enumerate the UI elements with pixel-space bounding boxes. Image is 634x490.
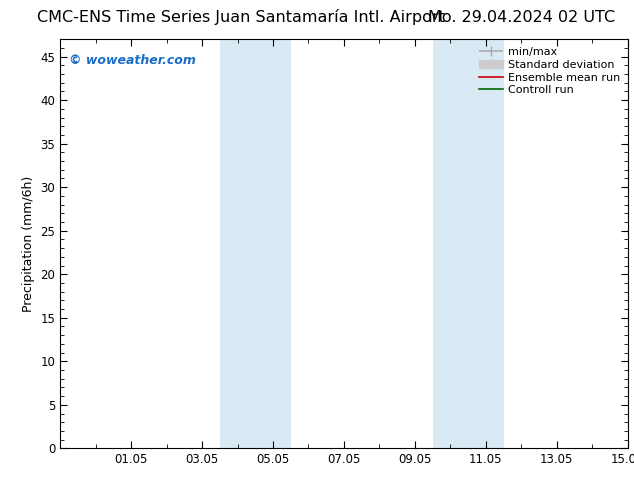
Legend: min/max, Standard deviation, Ensemble mean run, Controll run: min/max, Standard deviation, Ensemble me…	[477, 45, 622, 98]
Y-axis label: Precipitation (mm/6h): Precipitation (mm/6h)	[22, 175, 35, 312]
Text: © woweather.com: © woweather.com	[68, 53, 196, 67]
Bar	[220, 39, 291, 448]
Bar	[432, 39, 503, 448]
Text: CMC-ENS Time Series Juan Santamaría Intl. Airport: CMC-ENS Time Series Juan Santamaría Intl…	[37, 9, 445, 25]
Text: Mo. 29.04.2024 02 UTC: Mo. 29.04.2024 02 UTC	[428, 10, 615, 24]
